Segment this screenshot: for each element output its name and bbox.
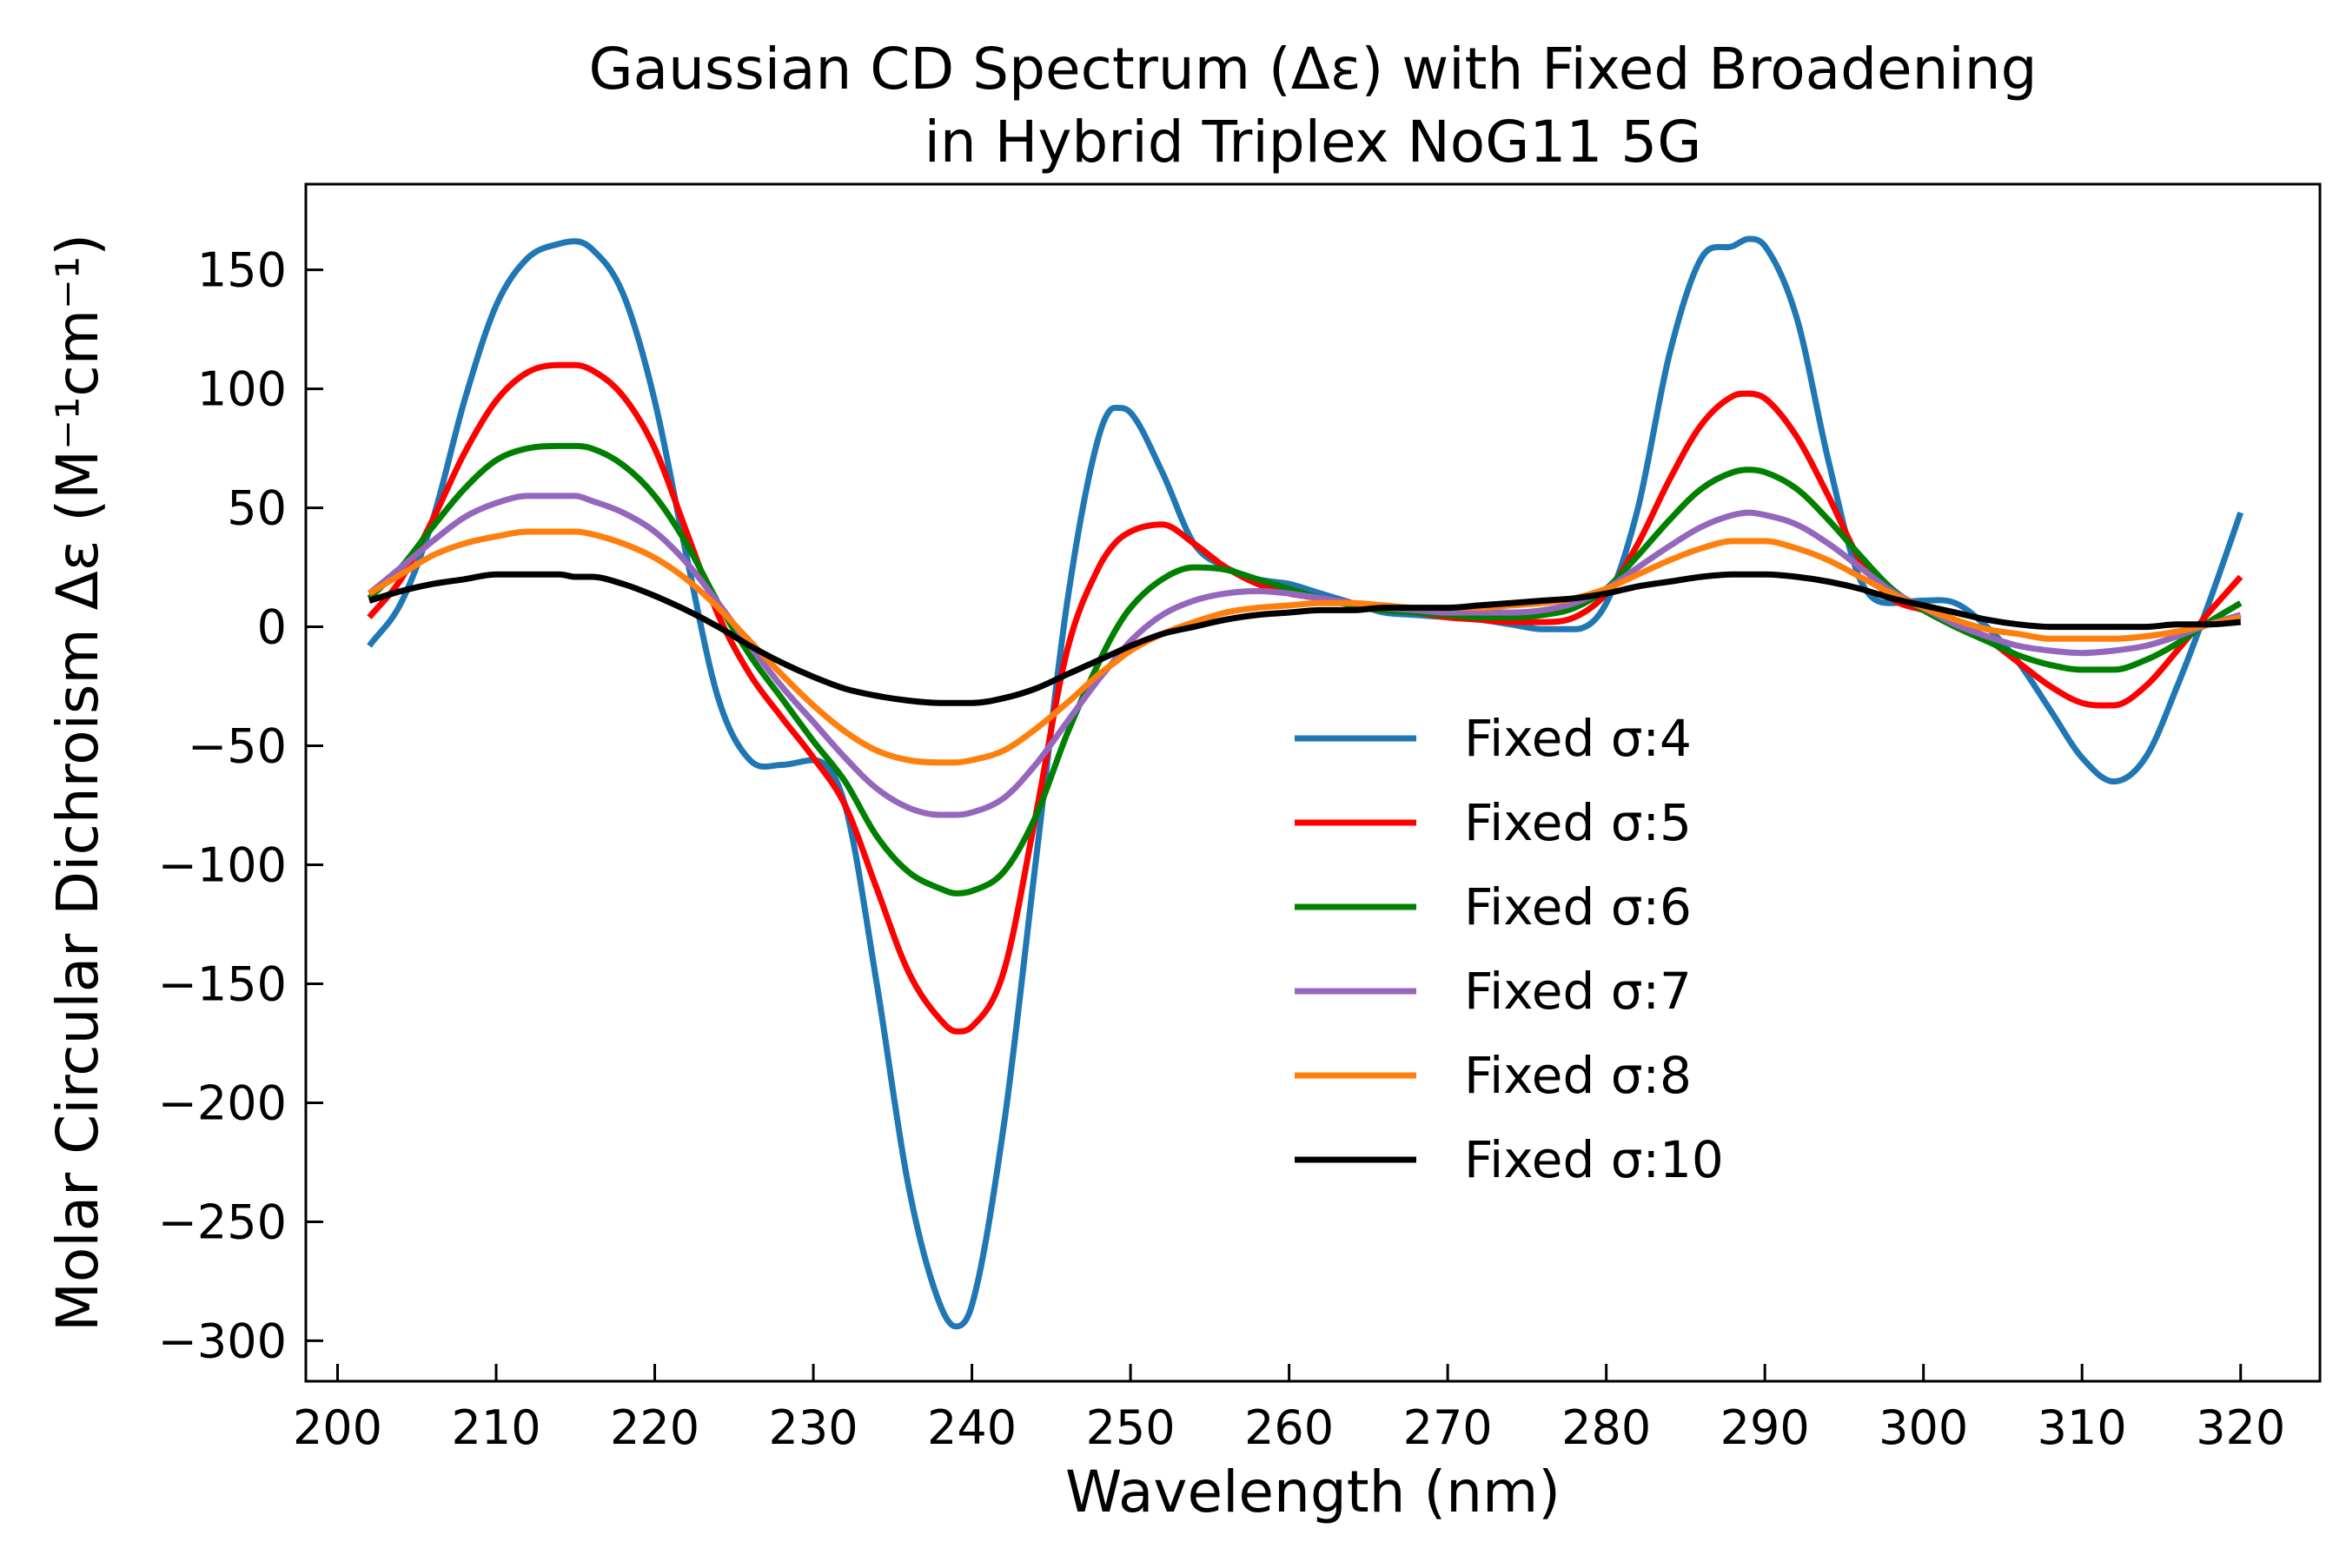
x-tick-label: 220: [610, 1400, 699, 1455]
y-tick-label: 0: [257, 600, 287, 655]
y-tick-label: 50: [227, 481, 287, 536]
y-tick-label: −200: [158, 1075, 287, 1130]
x-tick-label: 290: [1720, 1400, 1810, 1455]
legend-label-5: Fixed σ:8: [1464, 1046, 1692, 1105]
x-tick-label: 230: [769, 1400, 858, 1455]
x-tick-label: 270: [1403, 1400, 1493, 1455]
legend-label-4: Fixed σ:7: [1464, 962, 1692, 1021]
x-tick-label: 210: [451, 1400, 540, 1455]
legend-label-1: Fixed σ:4: [1464, 709, 1692, 768]
y-tick-label: −150: [158, 956, 287, 1011]
x-axis-label: Wavelength (nm): [1065, 1459, 1561, 1525]
y-tick-label: 150: [197, 243, 287, 298]
plot-frame: [304, 182, 2322, 1383]
x-axis-ticks: 200 210 220 230 240 250 260 270 280 290 300 310 320: [293, 1364, 2285, 1455]
y-axis-ticks: 150 100 50 0 −50 −100 −150 −200 −250 −300: [158, 243, 323, 1368]
y-tick-label: −50: [188, 719, 287, 774]
series-line-6: [368, 571, 2241, 706]
x-tick-label: 280: [1561, 1400, 1651, 1455]
legend-label-2: Fixed σ:5: [1464, 793, 1692, 852]
legend-label-3: Fixed σ:6: [1464, 877, 1692, 936]
x-tick-label: 200: [293, 1400, 382, 1455]
y-tick-label: 100: [197, 362, 287, 417]
chart-title-line-1: Gaussian CD Spectrum (Δε) with Fixed Bro…: [589, 36, 2038, 103]
chart-title-line-2: in Hybrid Triplex NoG11 5G: [924, 109, 1702, 175]
x-tick-label: 250: [1086, 1400, 1176, 1455]
y-tick-label: −100: [158, 838, 287, 893]
y-tick-label: −300: [158, 1313, 287, 1368]
legend: Fixed σ:4 Fixed σ:5 Fixed σ:6 Fixed σ:7 Fixe…: [1295, 709, 1724, 1189]
x-tick-label: 300: [1879, 1400, 1968, 1455]
plot-series: [367, 235, 2244, 1330]
x-tick-label: 240: [927, 1400, 1017, 1455]
y-tick-label: −250: [158, 1194, 287, 1249]
x-tick-label: 260: [1244, 1400, 1334, 1455]
chart-title: Gaussian CD Spectrum (Δε) with Fixed Bro…: [589, 36, 2038, 175]
x-tick-label: 310: [2038, 1400, 2127, 1455]
y-axis-label: Molar Circular Dichroism Δε (M⁻¹cm⁻¹): [44, 234, 111, 1332]
legend-label-6: Fixed σ:10: [1464, 1130, 1724, 1189]
x-tick-label: 320: [2196, 1400, 2285, 1455]
